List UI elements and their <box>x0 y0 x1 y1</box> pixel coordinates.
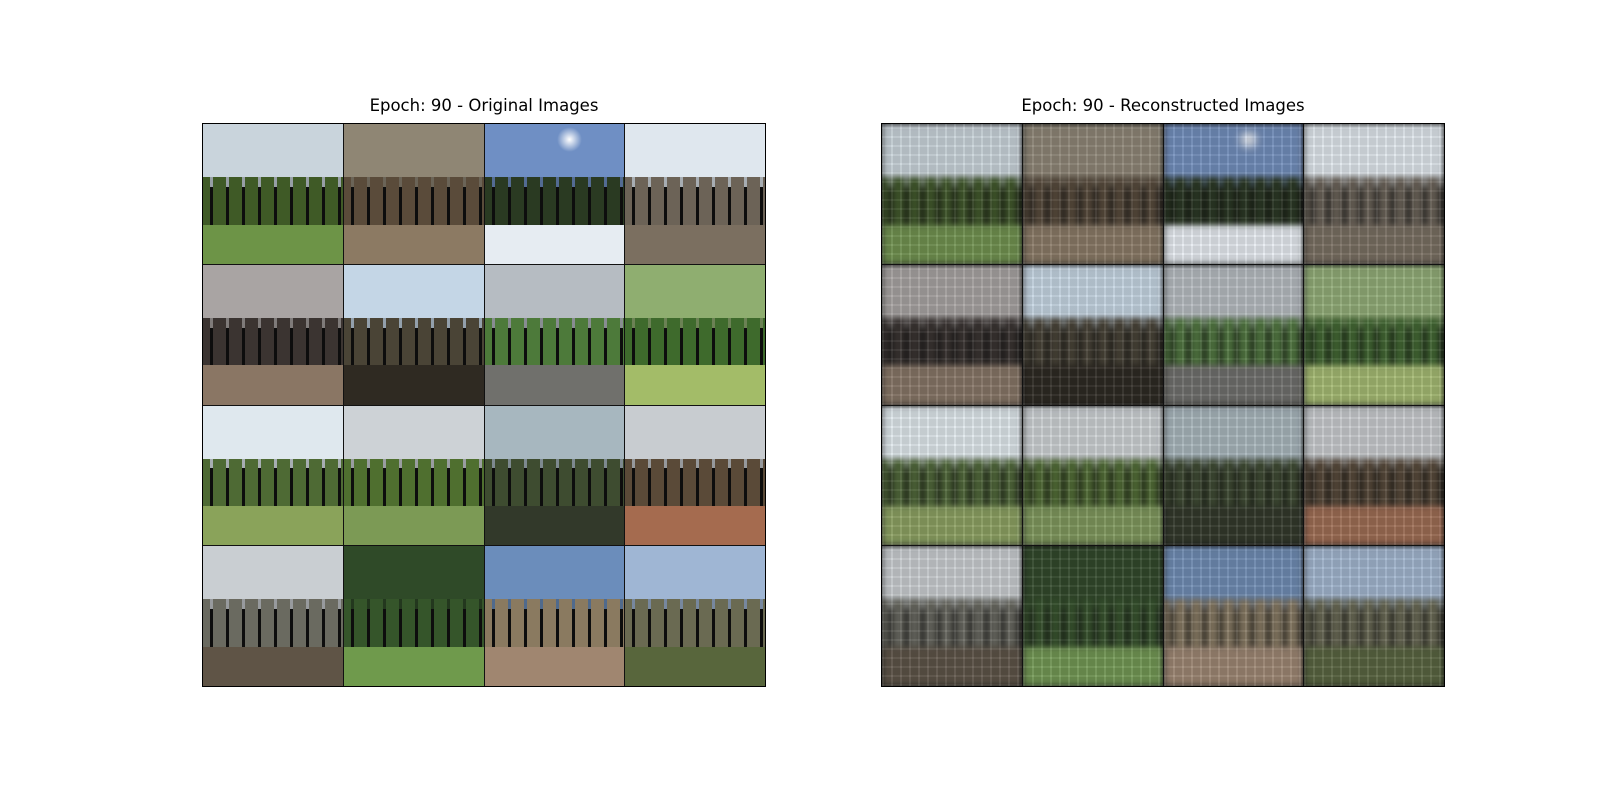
original-image-tile <box>625 124 765 264</box>
reconstructed-images-title: Epoch: 90 - Reconstructed Images <box>1021 96 1305 115</box>
reconstructed-image-tile <box>1163 546 1304 686</box>
original-image-tile <box>343 264 484 405</box>
original-image-tile <box>343 124 484 264</box>
original-image-tile <box>484 264 625 405</box>
reconstructed-image-tile <box>1304 264 1444 405</box>
original-image-tile <box>203 124 343 264</box>
original-image-tile <box>203 264 343 405</box>
original-image-tile <box>343 405 484 546</box>
reconstructed-image-tile <box>1304 546 1444 686</box>
reconstructed-image-tile <box>1022 405 1163 546</box>
reconstructed-image-tile <box>1163 405 1304 546</box>
reconstructed-image-tile <box>882 546 1022 686</box>
reconstructed-image-tile <box>1022 546 1163 686</box>
original-image-tile <box>484 405 625 546</box>
reconstructed-image-tile <box>882 264 1022 405</box>
reconstructed-image-tile <box>1304 405 1444 546</box>
reconstructed-image-tile <box>1304 124 1444 264</box>
reconstructed-image-tile <box>1022 264 1163 405</box>
original-images-title: Epoch: 90 - Original Images <box>369 96 599 115</box>
reconstructed-image-tile <box>1022 124 1163 264</box>
reconstructed-image-tile <box>1163 264 1304 405</box>
original-image-tile <box>484 124 625 264</box>
original-image-tile <box>203 546 343 686</box>
original-image-tile <box>343 546 484 686</box>
original-image-tile <box>625 264 765 405</box>
original-images-grid <box>202 123 766 687</box>
reconstructed-images-grid <box>881 123 1445 687</box>
original-image-tile <box>484 546 625 686</box>
original-image-tile <box>625 546 765 686</box>
reconstructed-image-tile <box>882 124 1022 264</box>
reconstructed-image-tile <box>1163 124 1304 264</box>
original-image-tile <box>625 405 765 546</box>
reconstructed-image-tile <box>882 405 1022 546</box>
original-image-tile <box>203 405 343 546</box>
